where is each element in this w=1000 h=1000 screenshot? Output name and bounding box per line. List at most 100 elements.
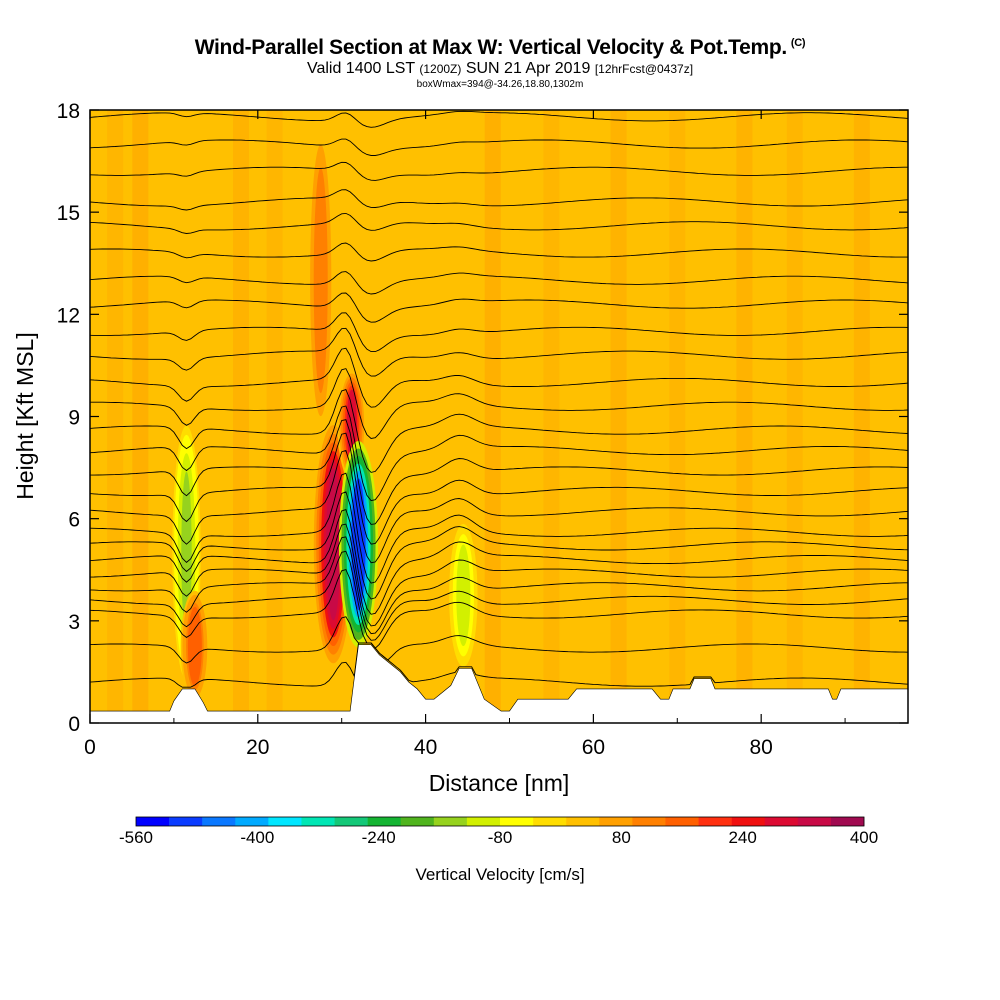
x-tick-label-4: 80 xyxy=(749,736,772,759)
colorbar-swatch-0 xyxy=(136,817,170,826)
vv-streak-10 xyxy=(853,110,870,723)
vv-streak-0 xyxy=(107,110,124,723)
colorbar-swatch-8 xyxy=(400,817,435,826)
theta-contour-8 xyxy=(90,472,908,584)
theta-contour-18 xyxy=(90,292,908,323)
theta-contour-2 xyxy=(90,569,908,649)
colorbar-swatch-14 xyxy=(599,817,633,826)
title-text: Wind-Parallel Section at Max W: Vertical… xyxy=(194,36,788,59)
theta-contour-19 xyxy=(90,271,908,295)
vv-streak-6 xyxy=(610,110,627,723)
theta-contour-25 xyxy=(90,110,908,128)
vv-feature-3-band-5 xyxy=(315,178,326,382)
y-axis: 0 3 6 9 12 15 18 xyxy=(57,100,908,736)
x-tick-label-3: 60 xyxy=(582,736,605,759)
colorbar-swatch-15 xyxy=(632,817,666,826)
theta-contour-4 xyxy=(90,536,908,635)
theta-contour-22 xyxy=(90,189,908,211)
theta-contour-15 xyxy=(90,347,908,408)
vv-streak-2 xyxy=(233,110,250,723)
theta-contour-16 xyxy=(90,327,908,377)
vv-streak-5 xyxy=(543,110,560,723)
colorbar-labels: -560 -400 -240 -80 80 240 400 xyxy=(119,828,878,847)
colorbar-swatch-21 xyxy=(830,817,865,826)
colorbar-swatch-6 xyxy=(334,817,368,826)
vv-streak-7 xyxy=(669,110,686,723)
terrain xyxy=(90,644,908,723)
theta-contour-23 xyxy=(90,161,908,181)
valid-date: SUN 21 Apr 2019 xyxy=(465,60,591,77)
colorbar-swatch-3 xyxy=(235,817,269,826)
colorbar-swatch-4 xyxy=(268,817,302,826)
vv-feature-4-band-5 xyxy=(181,471,192,634)
colorbar-swatch-19 xyxy=(764,817,799,826)
colorbar-swatch-16 xyxy=(665,817,699,826)
theta-contour-21 xyxy=(90,212,908,234)
chart-title: Wind-Parallel Section at Max W: Vertical… xyxy=(0,36,1000,60)
colorbar-label-3: -80 xyxy=(488,828,513,847)
theta-contour-10 xyxy=(90,432,908,545)
theta-contour-11 xyxy=(90,419,908,525)
theta-contour-17 xyxy=(90,312,908,353)
y-axis-title: Height [Kft MSL] xyxy=(12,332,38,499)
colorbar-swatch-20 xyxy=(797,817,832,826)
box-wmax-line: boxWmax=394@-34.26,18.80,1302m xyxy=(416,79,584,90)
vertical-velocity-field xyxy=(107,110,870,723)
colorbar-swatch-17 xyxy=(698,817,732,826)
colorbar-swatch-13 xyxy=(566,817,600,826)
colorbar-swatch-7 xyxy=(367,817,402,826)
chart-subtitle: Valid 1400 LST (1200Z) SUN 21 Apr 2019 [… xyxy=(0,60,1000,78)
colorbar-swatch-5 xyxy=(301,817,335,826)
vv-feature-5-band-5 xyxy=(189,610,201,682)
theta-contour-20 xyxy=(90,242,908,262)
utc-time: (1200Z) xyxy=(419,62,462,76)
colorbar-swatch-9 xyxy=(433,817,468,826)
forecast-info: [12hrFcst@0437z] xyxy=(594,62,694,76)
vv-streak-4 xyxy=(484,110,501,723)
y-tick-label-1: 3 xyxy=(68,611,80,634)
valid-time: Valid 1400 LST xyxy=(306,60,415,77)
y-tick-label-2: 6 xyxy=(68,509,80,532)
potential-temperature-contours xyxy=(90,110,908,688)
colorbar-swatch-10 xyxy=(466,817,501,826)
theta-contour-6 xyxy=(90,509,908,615)
colorbar xyxy=(135,816,865,827)
x-tick-label-0: 0 xyxy=(84,736,96,759)
theta-contour-12 xyxy=(90,405,908,502)
theta-contour-7 xyxy=(90,491,908,600)
colorbar-label-5: 240 xyxy=(728,828,756,847)
vv-feature-0-band-5 xyxy=(326,468,341,621)
colorbar-swatch-2 xyxy=(202,817,236,826)
y-tick-label-3: 9 xyxy=(68,407,80,430)
vv-feature-6-band-5 xyxy=(458,549,469,641)
theta-contour-24 xyxy=(90,138,908,156)
colorbar-label-1: -400 xyxy=(240,828,274,847)
colorbar-label-6: 400 xyxy=(850,828,878,847)
colorbar-swatch-1 xyxy=(169,817,203,826)
colorbar-label-0: -560 xyxy=(119,828,153,847)
theta-contour-3 xyxy=(90,550,908,641)
colorbar-frame xyxy=(135,816,865,827)
colorbar-swatch-12 xyxy=(533,817,567,826)
colorbar-label-4: 80 xyxy=(612,828,631,847)
theta-contour-13 xyxy=(90,389,908,473)
y-tick-label-0: 0 xyxy=(68,713,80,736)
theta-contour-1 xyxy=(90,616,908,664)
vv-streak-8 xyxy=(736,110,753,723)
x-tick-label-2: 40 xyxy=(414,736,437,759)
colorbar-swatch-18 xyxy=(731,817,766,826)
x-axis: 0 20 40 60 80 xyxy=(84,110,846,759)
theta-contour-9 xyxy=(90,449,908,564)
colorbar-swatch-11 xyxy=(500,817,534,826)
y-tick-label-6: 18 xyxy=(57,100,80,123)
x-axis-title: Distance [nm] xyxy=(429,770,570,796)
vv-streak-9 xyxy=(786,110,803,723)
vv-streak-3 xyxy=(266,110,283,723)
colorbar-title: Vertical Velocity [cm/s] xyxy=(415,865,584,884)
theta-contour-5 xyxy=(90,523,908,627)
colorbar-label-2: -240 xyxy=(362,828,396,847)
vv-streak-1 xyxy=(132,110,149,723)
x-tick-label-1: 20 xyxy=(246,736,269,759)
theta-contour-14 xyxy=(90,368,908,439)
